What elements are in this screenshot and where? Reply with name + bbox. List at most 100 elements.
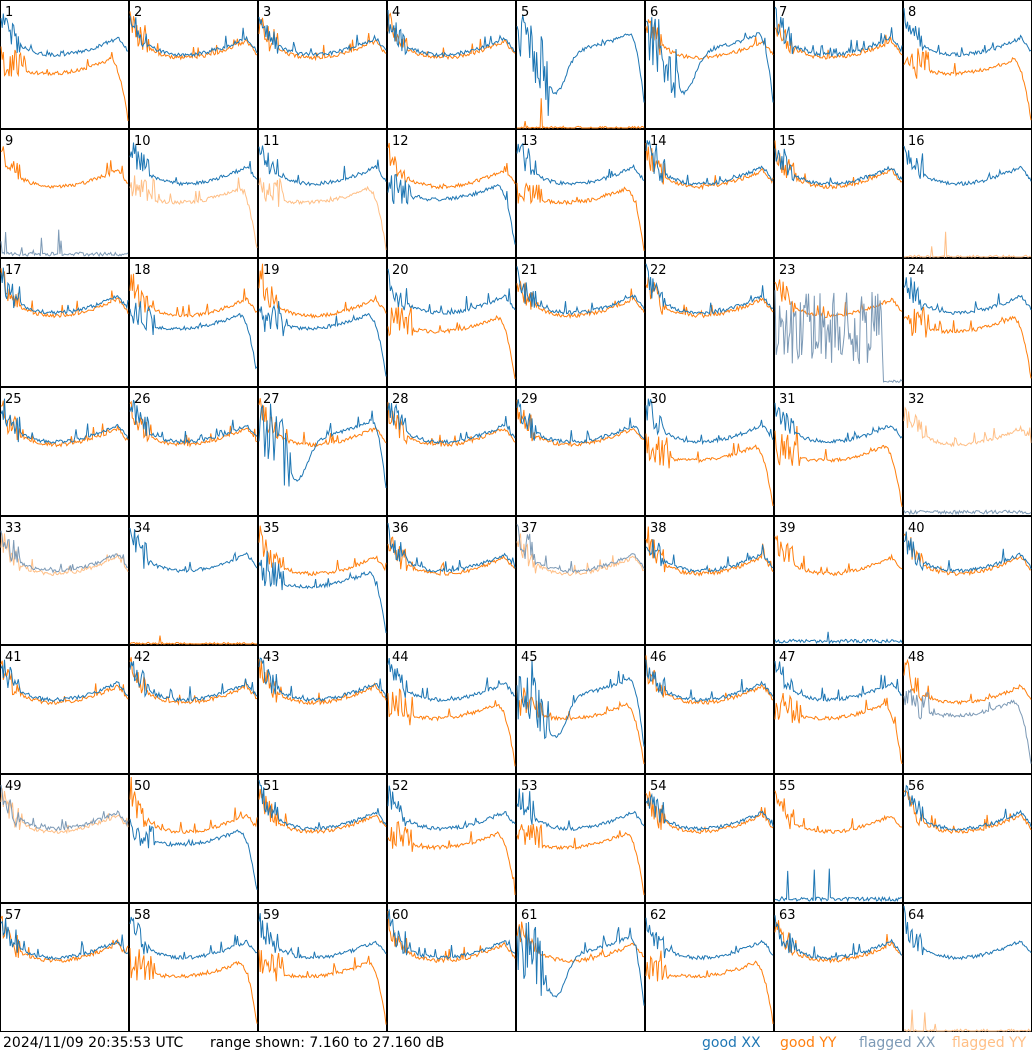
panel-14: 14 [645, 129, 774, 258]
trace-yy-19 [258, 263, 387, 319]
legend-good-xx: good XX [702, 1035, 761, 1051]
panel-label: 38 [650, 521, 667, 536]
panel-frame [903, 645, 1032, 774]
trace-yy-34 [129, 635, 257, 646]
panel-frame [645, 516, 774, 645]
trace-yy-49 [0, 788, 129, 835]
panel-frame [774, 387, 903, 516]
panel-label: 52 [392, 779, 409, 794]
panel-50: 50 [129, 774, 258, 903]
panel-label: 41 [5, 650, 22, 665]
trace-xx-30 [645, 398, 774, 446]
panel-63: 63 [774, 903, 903, 1032]
trace-yy-1 [0, 46, 129, 121]
panel-frame [258, 0, 387, 129]
panel-label: 44 [392, 650, 409, 665]
panel-label: 36 [392, 521, 409, 536]
panel-57: 57 [0, 903, 129, 1032]
trace-yy-55 [774, 790, 902, 834]
panel-27: 27 [258, 387, 387, 516]
panel-17: 17 [0, 258, 129, 387]
trace-xx-43 [258, 657, 387, 703]
trace-yy-18 [129, 273, 258, 318]
panel-label: 49 [5, 779, 22, 794]
trace-xx-22 [645, 263, 774, 316]
panel-label: 16 [908, 134, 925, 149]
panel-frame [774, 903, 903, 1032]
trace-xx-44 [387, 658, 516, 703]
trace-xx-33 [0, 530, 129, 574]
trace-xx-52 [387, 785, 516, 832]
panel-label: 25 [5, 392, 22, 407]
panel-frame [258, 387, 387, 516]
trace-yy-21 [516, 280, 645, 319]
panel-label: 32 [908, 392, 925, 407]
legend-flagged-xx: flagged XX [859, 1035, 936, 1051]
trace-xx-6 [645, 17, 774, 103]
panel-frame [129, 774, 258, 903]
panel-frame [903, 129, 1032, 258]
panel-label: 13 [521, 134, 538, 149]
panel-frame [0, 903, 129, 1032]
panel-frame [258, 645, 387, 774]
trace-yy-61 [516, 921, 645, 963]
panel-frame [129, 903, 258, 1032]
panel-frame [387, 0, 516, 129]
trace-xx-2 [129, 15, 258, 58]
trace-xx-14 [645, 139, 774, 186]
panel-frame [774, 516, 903, 645]
panel-frame [129, 645, 258, 774]
panel-label: 30 [650, 392, 667, 407]
panel-frame [516, 903, 645, 1032]
trace-yy-57 [0, 915, 129, 963]
panel-7: 7 [774, 0, 903, 129]
trace-xx-64 [903, 905, 1032, 961]
panel-label: 54 [650, 779, 667, 794]
trace-yy-5 [517, 98, 645, 130]
panel-12: 12 [387, 129, 516, 258]
trace-yy-17 [0, 268, 129, 319]
panel-frame [645, 774, 774, 903]
panel-58: 58 [129, 903, 258, 1032]
trace-xx-35 [258, 550, 387, 634]
panel-62: 62 [645, 903, 774, 1032]
trace-xx-18 [129, 301, 258, 370]
trace-yy-11 [258, 177, 387, 250]
trace-xx-26 [129, 399, 258, 445]
trace-xx-29 [516, 399, 645, 444]
trace-yy-48 [903, 658, 1032, 706]
panel-22: 22 [645, 258, 774, 387]
trace-yy-40 [903, 532, 1032, 577]
panel-label: 40 [908, 521, 925, 536]
trace-yy-44 [387, 688, 516, 767]
panel-48: 48 [903, 645, 1032, 774]
panel-frame [387, 516, 516, 645]
trace-xx-49 [0, 784, 129, 832]
panel-frame [387, 387, 516, 516]
trace-yy-38 [645, 526, 774, 577]
panel-frame [258, 258, 387, 387]
panel-9: 9 [0, 129, 129, 258]
panel-label: 48 [908, 650, 925, 665]
panel-frame [903, 774, 1032, 903]
panel-label: 51 [263, 779, 280, 794]
trace-xx-3 [258, 16, 387, 57]
panel-frame [258, 516, 387, 645]
trace-xx-13 [516, 142, 645, 186]
trace-yy-12 [387, 142, 516, 190]
trace-yy-47 [774, 693, 903, 765]
panel-frame [645, 129, 774, 258]
panel-46: 46 [645, 645, 774, 774]
panel-label: 14 [650, 134, 667, 149]
panel-label: 43 [263, 650, 280, 665]
panel-4: 4 [387, 0, 516, 129]
trace-yy-13 [516, 182, 645, 251]
panel-10: 10 [129, 129, 258, 258]
panel-frame [645, 645, 774, 774]
trace-yy-4 [387, 12, 516, 61]
panel-20: 20 [387, 258, 516, 387]
trace-xx-42 [129, 661, 258, 703]
panel-label: 3 [263, 5, 271, 20]
trace-yy-31 [774, 425, 903, 507]
trace-yy-60 [387, 910, 516, 964]
